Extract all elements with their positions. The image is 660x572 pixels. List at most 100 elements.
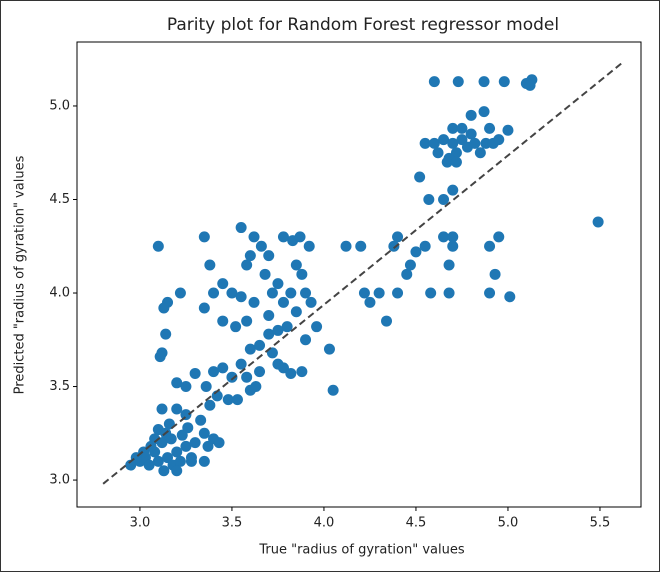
point: [432, 147, 444, 159]
point: [180, 440, 192, 452]
point: [404, 259, 416, 271]
point: [156, 403, 168, 415]
point: [327, 384, 339, 396]
point: [294, 231, 306, 243]
point: [244, 250, 256, 262]
point: [428, 76, 440, 88]
point: [493, 231, 505, 243]
point: [277, 231, 289, 243]
point: [443, 259, 455, 271]
point: [152, 455, 164, 467]
point: [388, 240, 400, 252]
point: [438, 231, 450, 243]
point: [425, 287, 437, 299]
point: [198, 302, 210, 314]
point: [235, 358, 247, 370]
x-axis-label: True "radius of gyration" values: [258, 543, 464, 558]
point: [474, 147, 486, 159]
point: [392, 231, 404, 243]
point: [524, 79, 536, 91]
point: [489, 268, 501, 280]
point: [263, 309, 275, 321]
point: [478, 106, 490, 118]
point: [290, 259, 302, 271]
point: [230, 321, 242, 333]
point: [438, 193, 450, 205]
point: [254, 339, 266, 351]
x-tick-label: 4.0: [314, 516, 335, 531]
chart-title: Parity plot for Random Forest regressor …: [167, 15, 559, 35]
point: [305, 296, 317, 308]
point: [158, 302, 170, 314]
point: [272, 278, 284, 290]
point: [198, 231, 210, 243]
point: [469, 137, 481, 149]
point: [204, 259, 216, 271]
point: [447, 231, 459, 243]
point: [189, 437, 201, 449]
point: [355, 240, 367, 252]
point: [208, 366, 220, 378]
point: [484, 122, 496, 134]
point: [392, 287, 404, 299]
point: [143, 459, 155, 471]
point: [465, 109, 477, 121]
x-tick-label: 5.0: [498, 516, 519, 531]
point: [241, 371, 253, 383]
point: [171, 446, 183, 458]
point: [290, 306, 302, 318]
point: [185, 455, 197, 467]
point: [180, 381, 192, 393]
point: [438, 134, 450, 146]
point: [447, 122, 459, 134]
point: [171, 403, 183, 415]
point: [200, 381, 212, 393]
point: [401, 268, 413, 280]
point: [244, 343, 256, 355]
point: [498, 76, 510, 88]
point: [263, 328, 275, 340]
point: [423, 193, 435, 205]
point: [340, 240, 352, 252]
x-tick-label: 3.0: [130, 516, 151, 531]
point: [450, 156, 462, 168]
point: [217, 315, 229, 327]
point: [165, 433, 177, 445]
point: [285, 287, 297, 299]
point: [198, 427, 210, 439]
point: [452, 76, 464, 88]
point: [465, 128, 477, 140]
point: [241, 259, 253, 271]
point: [255, 240, 267, 252]
point: [235, 291, 247, 303]
point: [180, 409, 192, 421]
point: [414, 171, 426, 183]
point: [300, 287, 312, 299]
point: [208, 287, 220, 299]
point: [285, 367, 297, 379]
y-tick-label: 4.0: [49, 286, 70, 301]
point: [217, 278, 229, 290]
point: [296, 366, 308, 378]
point: [447, 240, 459, 252]
y-tick-label: 3.5: [49, 379, 70, 394]
point: [263, 250, 275, 262]
point: [248, 296, 260, 308]
point: [250, 381, 262, 393]
point: [226, 371, 238, 383]
point: [254, 366, 266, 378]
point: [323, 343, 335, 355]
point: [484, 240, 496, 252]
point: [300, 334, 312, 346]
point: [226, 287, 238, 299]
point: [281, 321, 293, 333]
reference-line: [102, 62, 623, 485]
point: [241, 315, 253, 327]
point: [428, 137, 440, 149]
point: [160, 328, 172, 340]
y-axis-label: Predicted "radius of gyration" values: [13, 155, 28, 394]
point: [419, 240, 431, 252]
point: [381, 315, 393, 327]
x-tick-label: 5.5: [590, 516, 611, 531]
